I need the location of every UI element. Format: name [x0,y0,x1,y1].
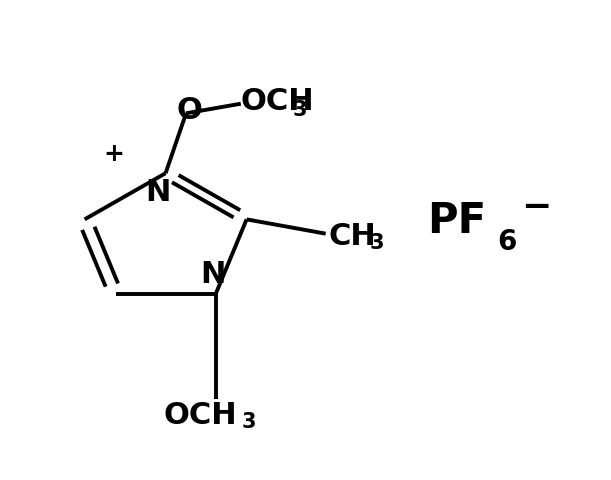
Text: +: + [103,142,125,166]
Text: 3: 3 [242,412,257,432]
Text: PF: PF [427,200,486,242]
Text: CH: CH [329,222,376,251]
Text: OCH: OCH [164,401,237,431]
Text: N: N [145,178,171,207]
Text: O: O [176,96,202,125]
Text: OCH: OCH [241,87,315,116]
Text: 3: 3 [370,233,384,253]
Text: 3: 3 [293,100,307,120]
Text: N: N [200,260,225,289]
Text: 6: 6 [497,228,516,256]
Text: −: − [521,190,552,224]
